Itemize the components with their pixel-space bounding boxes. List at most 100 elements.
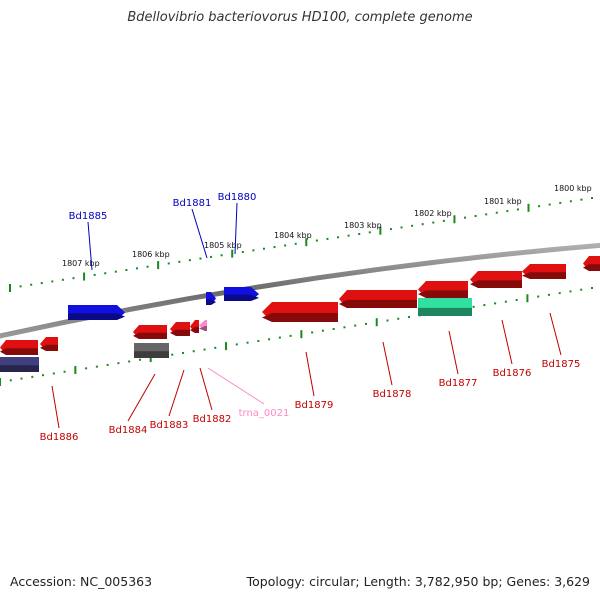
minor-tick	[547, 293, 550, 296]
scale-label: 1803 kbp	[344, 221, 382, 230]
minor-tick	[135, 267, 138, 270]
minor-tick	[138, 358, 141, 361]
gene-label: Bd1879	[295, 400, 334, 411]
minor-tick	[347, 234, 350, 237]
scale-labels: 1807 kbp 1806 kbp 1805 kbp 1804 kbp 1803 kbp…	[62, 184, 592, 268]
minor-tick	[311, 331, 314, 334]
minor-tick	[273, 246, 276, 249]
minor-tick	[464, 216, 467, 219]
minor-tick	[192, 350, 195, 353]
label-leader-line	[199, 367, 213, 411]
minor-tick	[495, 211, 498, 214]
label-leader-line	[305, 351, 315, 397]
scale-label: 1807 kbp	[62, 259, 100, 268]
major-tick	[300, 330, 303, 339]
minor-tick	[20, 377, 23, 380]
minor-tick	[72, 277, 75, 280]
minor-tick	[93, 273, 96, 276]
minor-tick	[506, 210, 509, 213]
minor-tick	[389, 228, 392, 231]
gene-arrow	[418, 281, 468, 298]
gene-label: Bd1883	[150, 420, 189, 431]
major-tick	[527, 203, 530, 212]
gene-labels: Bd1885 Bd1881 Bd1880 Bd1886 Bd1884 Bd1883 Bd18…	[40, 192, 581, 443]
minor-tick	[167, 262, 170, 265]
minor-tick	[85, 367, 88, 370]
gene-arrow	[262, 302, 338, 322]
minor-tick	[337, 236, 340, 239]
gene-label: Bd1881	[173, 198, 212, 209]
minor-tick	[289, 334, 292, 337]
minor-tick	[30, 283, 33, 286]
minor-tick	[591, 287, 593, 289]
scale-label: 1802 kbp	[414, 209, 452, 218]
minor-tick	[95, 365, 98, 368]
gene-arrow	[40, 337, 58, 351]
major-tick	[379, 226, 382, 235]
minor-tick	[343, 326, 346, 329]
major-tick	[453, 215, 456, 224]
minor-tick	[178, 260, 181, 263]
minor-tick	[569, 200, 572, 203]
minor-tick	[400, 226, 403, 229]
map-title: Bdellovibrio bacteriovorus HD100, comple…	[127, 10, 473, 25]
minor-tick	[474, 215, 477, 217]
minor-tick	[214, 346, 217, 349]
minor-tick	[408, 316, 411, 319]
gene-arrow	[68, 305, 125, 320]
minor-tick	[19, 285, 22, 288]
minor-tick	[411, 224, 414, 227]
minor-tick	[52, 372, 55, 375]
minor-tick	[569, 290, 572, 293]
minor-tick	[559, 201, 562, 204]
gene-label: Bd1875	[542, 359, 581, 370]
gene-arrow	[522, 264, 566, 279]
label-leader-line	[549, 312, 562, 356]
minor-tick	[358, 233, 361, 235]
minor-tick	[220, 254, 223, 257]
minor-tick	[128, 360, 131, 363]
minor-tick	[42, 374, 45, 377]
scale-label: 1804 kbp	[274, 231, 312, 240]
minor-tick	[125, 269, 128, 271]
minor-tick	[181, 351, 184, 354]
label-leader-line	[448, 330, 459, 375]
scale-ticks	[0, 197, 593, 386]
minor-tick	[268, 338, 271, 341]
minor-tick	[494, 302, 497, 305]
minor-tick	[262, 247, 265, 250]
label-leader-line	[127, 373, 156, 422]
minor-tick	[278, 336, 281, 339]
gene-arrow	[583, 256, 600, 271]
minor-tick	[203, 348, 206, 351]
gene-arrow	[134, 343, 169, 358]
label-leader-line	[191, 208, 208, 259]
minor-tick	[188, 259, 191, 262]
minor-tick	[321, 329, 324, 332]
minor-tick	[421, 223, 424, 226]
label-leader-line	[168, 369, 185, 417]
minor-tick	[364, 322, 367, 325]
major-tick	[83, 272, 86, 281]
gene-arrow	[418, 298, 472, 316]
minor-tick	[537, 295, 540, 298]
gene-label: Bd1880	[218, 192, 257, 203]
gene-arrow	[339, 290, 417, 308]
gene-arrow	[199, 320, 207, 331]
label-leader-line	[234, 202, 238, 255]
gene-arrow	[206, 292, 216, 305]
scale-label: 1805 kbp	[204, 241, 242, 250]
major-tick	[157, 261, 160, 270]
minor-tick	[199, 257, 202, 260]
gene-label: Bd1886	[40, 432, 79, 443]
gene-label: Bd1884	[109, 425, 148, 436]
gene-label: trna_0021	[239, 408, 290, 419]
gene-arrow	[224, 287, 259, 301]
minor-tick	[284, 244, 287, 247]
gene-arrow	[170, 322, 190, 336]
minor-tick	[538, 205, 541, 208]
major-tick	[0, 378, 1, 386]
minor-tick	[442, 219, 445, 222]
minor-tick	[171, 353, 174, 356]
